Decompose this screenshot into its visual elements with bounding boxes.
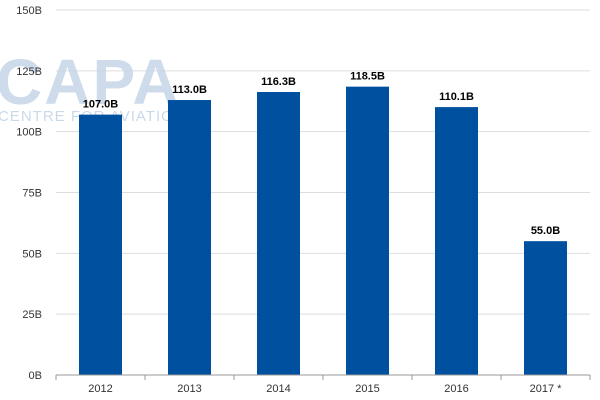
x-tick-label: 2013 [177, 383, 201, 395]
bar [435, 107, 478, 375]
data-labels: 107.0B 113.0B 116.3B 118.5B 110.1B 55.0B [83, 71, 560, 238]
x-tick-label: 2017 * [530, 383, 563, 395]
y-tick-label: 0B [29, 370, 42, 382]
bar [524, 241, 567, 375]
bar [168, 100, 211, 376]
y-axis-ticks: 0B 25B 50B 75B 100B 125B 150B [16, 5, 42, 382]
data-label: 113.0B [172, 84, 207, 96]
x-tick-label: 2014 [266, 383, 290, 395]
data-label: 55.0B [531, 225, 560, 237]
data-label: 118.5B [350, 71, 385, 83]
x-axis-ticks: 2012 2013 2014 2015 2016 2017 * [55, 375, 591, 395]
capa-watermark: CAPA CENTRE FOR AVIATION [0, 46, 185, 125]
x-tick-label: 2016 [444, 383, 468, 395]
bar [257, 92, 300, 376]
y-tick-label: 150B [16, 5, 42, 17]
data-label: 116.3B [261, 76, 296, 88]
data-label: 107.0B [83, 99, 119, 111]
y-tick-label: 75B [22, 188, 42, 200]
bar [79, 114, 122, 375]
y-tick-label: 125B [16, 66, 42, 78]
data-label: 110.1B [439, 91, 474, 103]
watermark-main: CAPA [0, 46, 181, 118]
x-tick-label: 2012 [88, 383, 112, 395]
y-tick-label: 100B [16, 127, 42, 139]
y-tick-label: 25B [22, 309, 42, 321]
bar [346, 86, 389, 376]
grid-lines [56, 9, 590, 315]
bars [79, 86, 567, 376]
x-tick-label: 2015 [355, 383, 379, 395]
y-tick-label: 50B [22, 248, 42, 260]
